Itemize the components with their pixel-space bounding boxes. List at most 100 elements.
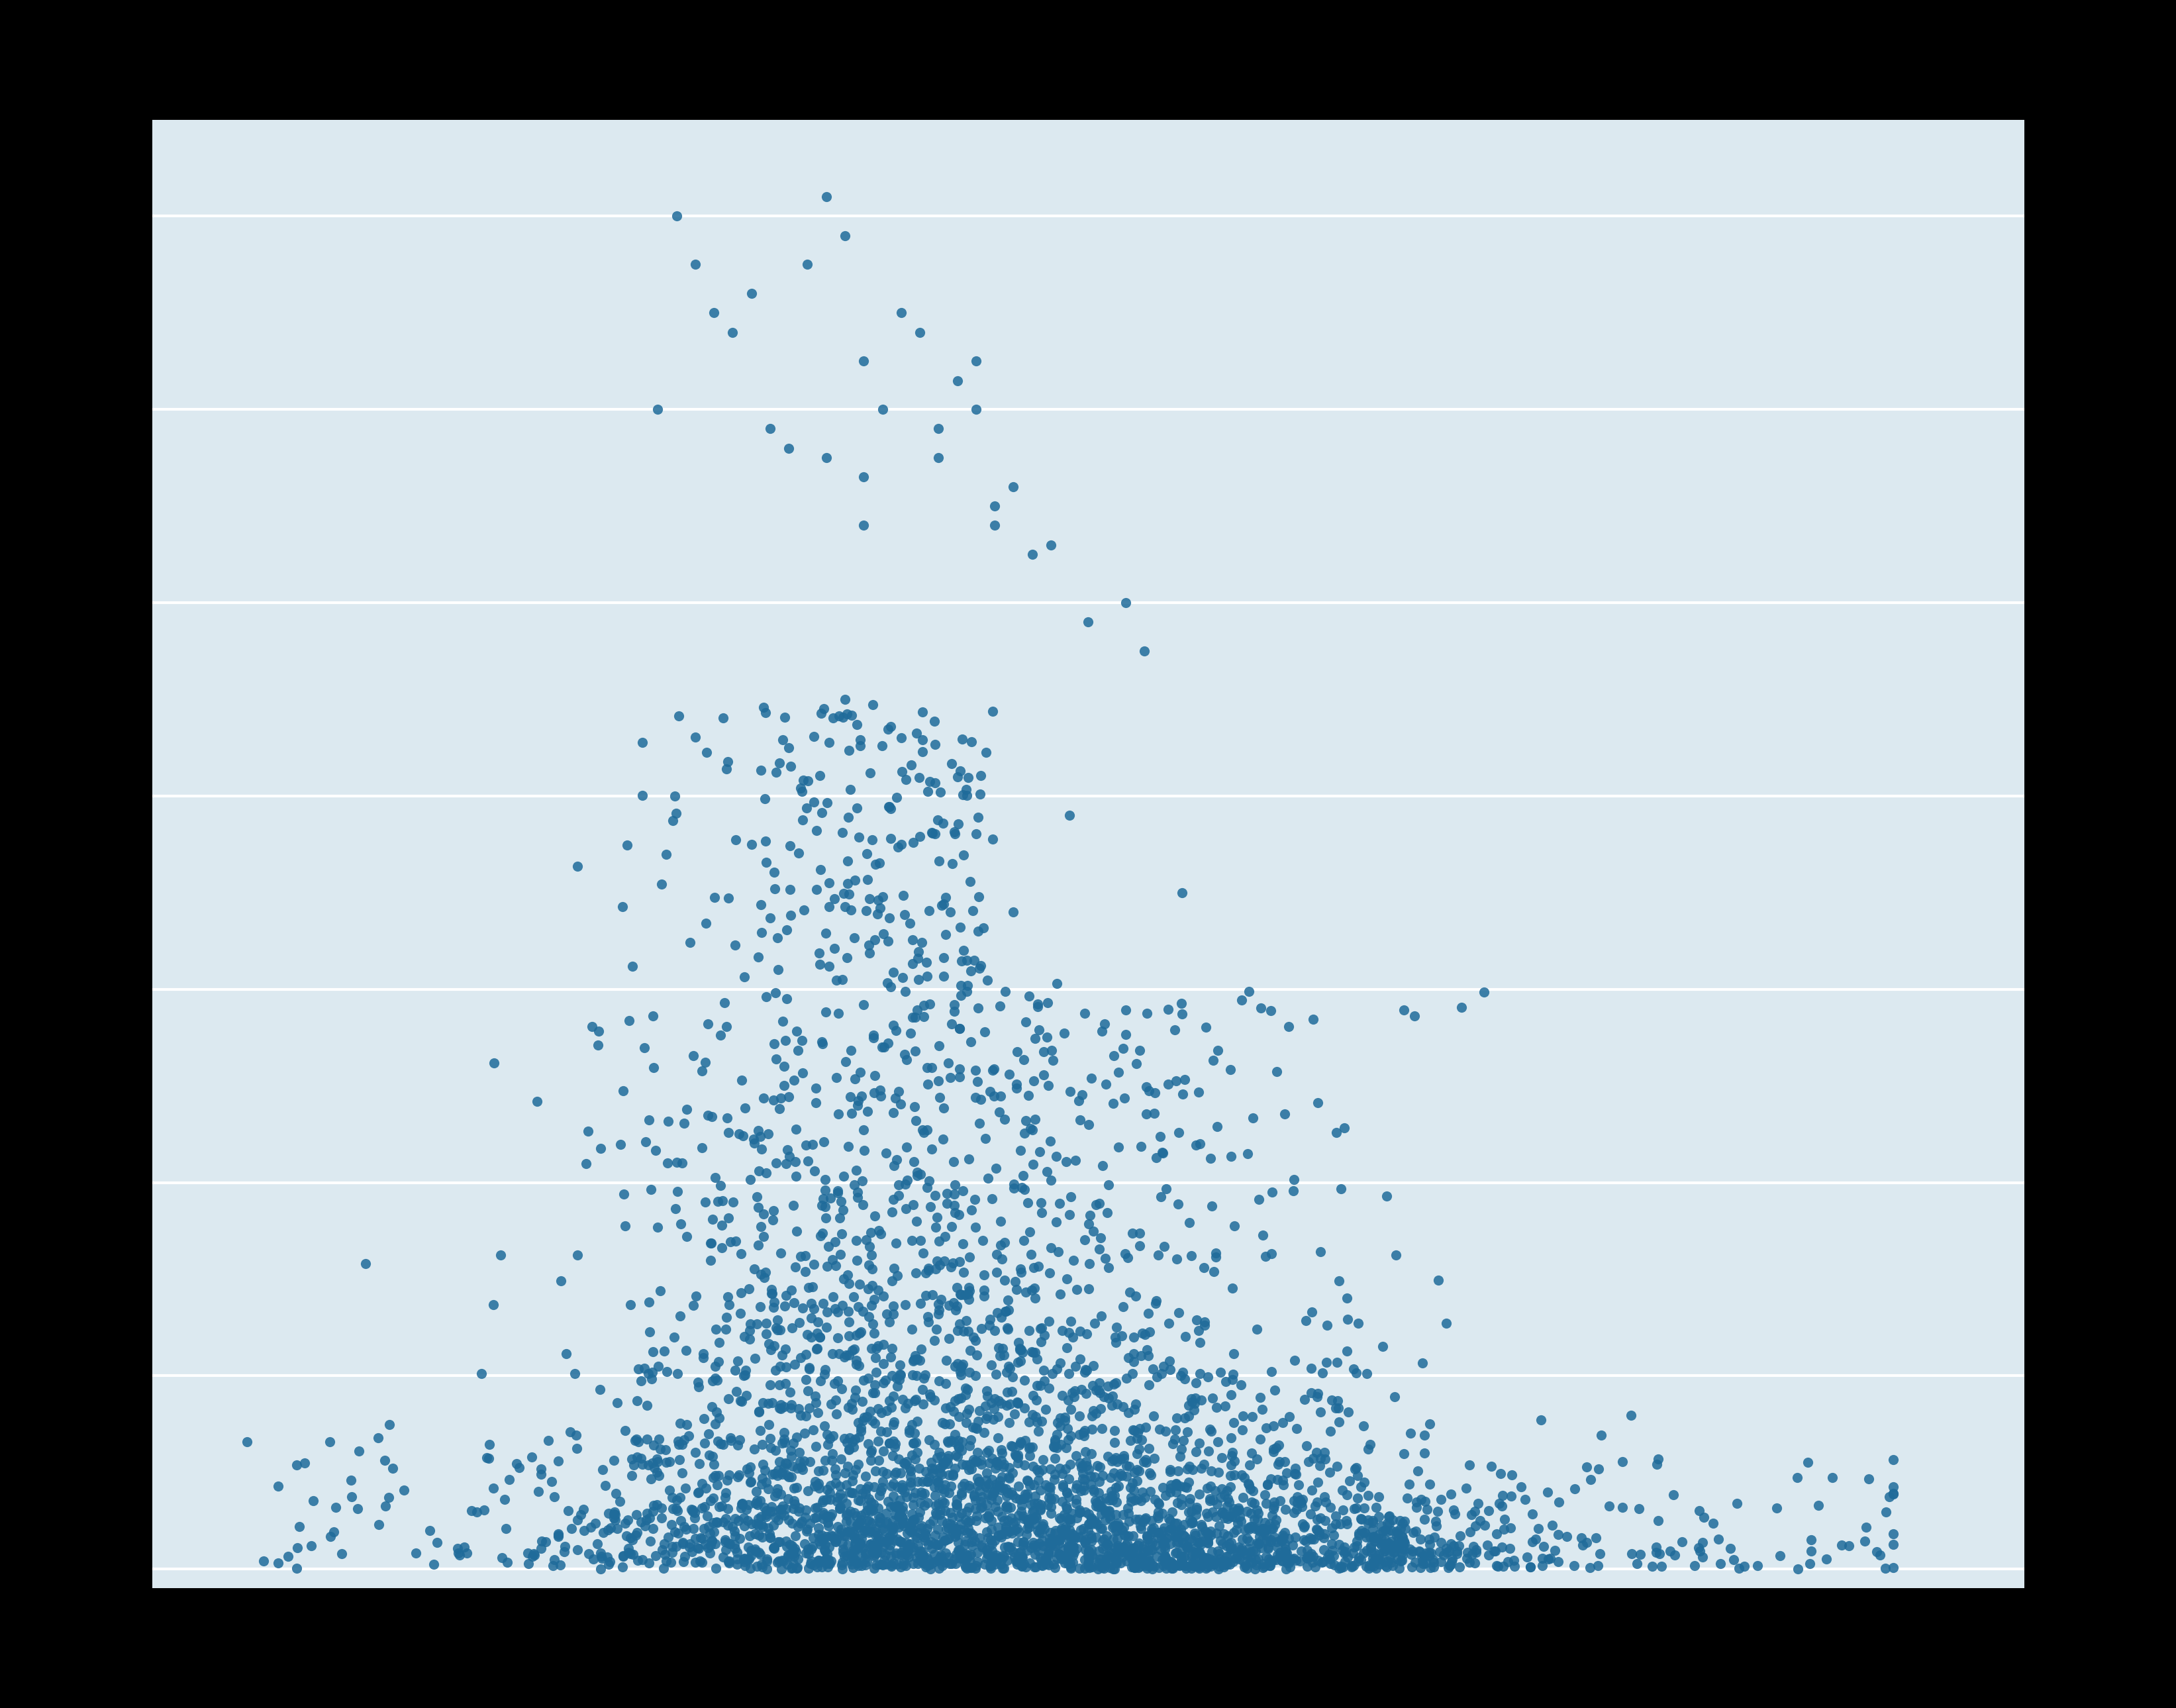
Point	[1092, 1486, 1127, 1513]
Point	[853, 758, 888, 786]
Point	[727, 1553, 762, 1580]
Point	[1208, 1532, 1242, 1559]
Point	[816, 885, 851, 912]
Point	[1573, 1465, 1608, 1493]
Point	[1245, 1534, 1279, 1561]
Point	[801, 1320, 836, 1348]
Point	[755, 1293, 790, 1320]
Point	[1132, 1547, 1166, 1575]
Point	[629, 1129, 664, 1156]
Point	[1095, 1447, 1129, 1474]
Point	[1005, 1532, 1040, 1559]
Point	[853, 1530, 888, 1558]
Point	[947, 1281, 981, 1308]
Point	[1058, 1474, 1092, 1501]
Point	[944, 972, 979, 999]
Point	[903, 1498, 938, 1525]
Point	[1029, 1547, 1064, 1575]
Point	[1306, 1524, 1340, 1551]
Point	[790, 1274, 825, 1301]
Point	[764, 1496, 799, 1524]
Point	[794, 1274, 829, 1301]
Point	[603, 1131, 638, 1158]
Point	[744, 1554, 779, 1582]
Point	[1216, 1341, 1251, 1368]
Point	[664, 1211, 698, 1238]
Point	[984, 1524, 1018, 1551]
Point	[960, 1464, 994, 1491]
Point	[766, 1052, 801, 1079]
Point	[844, 1534, 879, 1561]
Point	[992, 1517, 1027, 1544]
Point	[1182, 1551, 1216, 1578]
Point	[1423, 1547, 1458, 1575]
Point	[984, 1464, 1018, 1491]
Point	[949, 1546, 984, 1573]
Point	[559, 1242, 594, 1269]
Point	[892, 1416, 927, 1443]
Point	[1147, 1353, 1182, 1380]
Point	[1240, 1546, 1275, 1573]
Point	[877, 1151, 912, 1179]
Point	[868, 1542, 903, 1570]
Point	[1010, 1081, 1044, 1108]
Point	[873, 1535, 907, 1563]
Point	[1414, 1546, 1449, 1573]
Point	[1847, 1513, 1882, 1541]
Point	[829, 1428, 864, 1455]
Point	[1214, 1503, 1249, 1530]
Point	[1449, 1474, 1484, 1501]
Point	[731, 1274, 766, 1301]
Point	[1160, 1539, 1195, 1566]
Point	[970, 1503, 1005, 1530]
Point	[829, 847, 864, 874]
Point	[868, 1397, 903, 1424]
Point	[1325, 1115, 1360, 1143]
Point	[1282, 1547, 1316, 1575]
Point	[844, 1389, 879, 1416]
Point	[883, 758, 918, 786]
Point	[1351, 1551, 1386, 1578]
Point	[831, 1479, 866, 1506]
Point	[997, 1175, 1031, 1202]
Point	[1005, 1553, 1040, 1580]
Point	[746, 693, 781, 721]
Point	[1129, 1336, 1164, 1363]
Point	[1199, 1114, 1234, 1141]
Point	[1225, 986, 1260, 1013]
Point	[1101, 1510, 1136, 1537]
Point	[957, 1414, 992, 1442]
Point	[1179, 1493, 1214, 1520]
Point	[796, 1505, 831, 1532]
Point	[860, 1522, 894, 1549]
Point	[1003, 1542, 1038, 1570]
Point	[979, 1259, 1014, 1286]
Point	[1615, 1541, 1649, 1568]
Point	[951, 1286, 986, 1313]
Point	[1005, 1544, 1040, 1571]
Point	[1192, 1549, 1227, 1576]
Point	[907, 1361, 942, 1389]
Point	[890, 1389, 925, 1416]
Point	[1164, 1001, 1199, 1028]
Point	[733, 830, 768, 857]
Point	[755, 1534, 790, 1561]
Point	[873, 825, 907, 852]
Point	[1299, 1383, 1334, 1411]
Point	[1208, 1392, 1242, 1419]
Point	[1023, 1515, 1058, 1542]
Point	[633, 1177, 668, 1204]
Point	[894, 1508, 929, 1535]
Point	[1471, 1542, 1506, 1570]
Point	[1325, 1496, 1360, 1524]
Point	[1208, 1547, 1242, 1575]
Point	[1295, 1542, 1330, 1570]
Point	[1066, 1423, 1101, 1450]
Point	[1232, 1513, 1266, 1541]
Point	[1110, 1344, 1145, 1372]
Point	[879, 1365, 914, 1392]
Point	[968, 1377, 1003, 1404]
Point	[766, 1419, 801, 1447]
Point	[829, 1532, 864, 1559]
Point	[611, 1008, 646, 1035]
